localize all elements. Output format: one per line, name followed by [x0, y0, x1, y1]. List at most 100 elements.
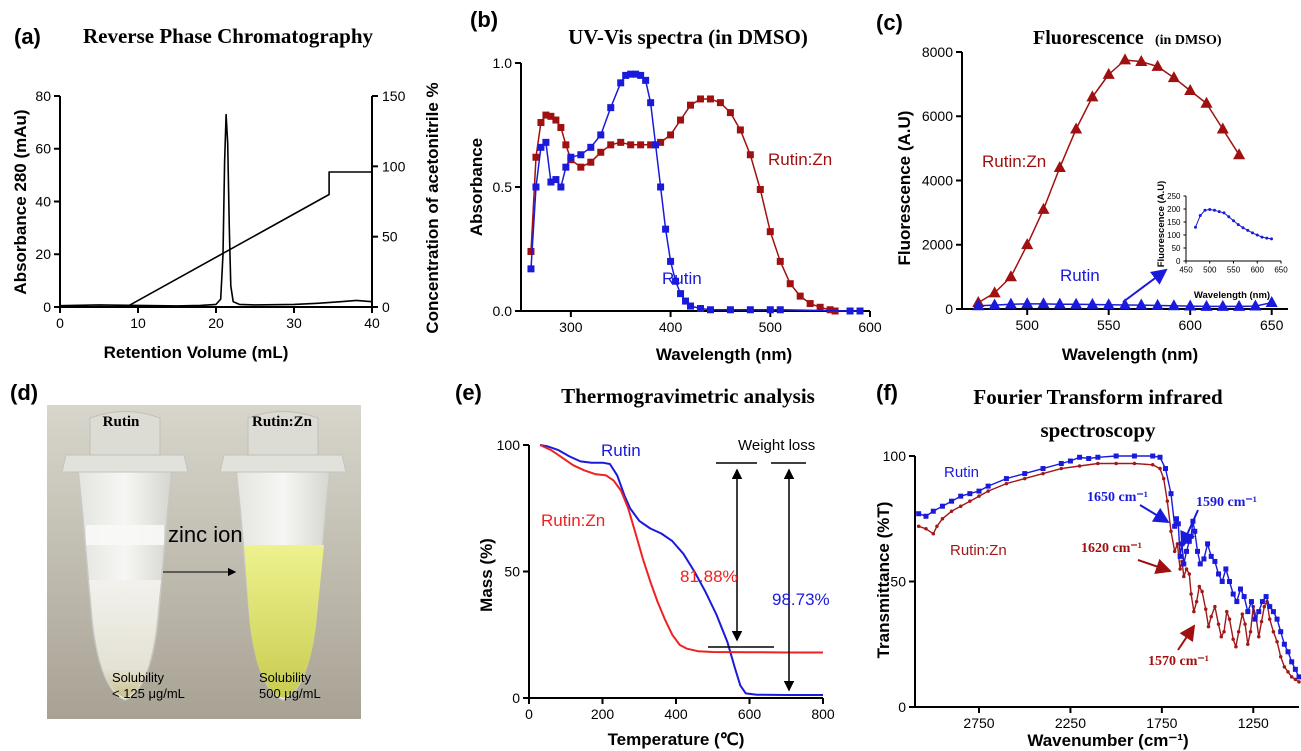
series-rutin-marker	[1197, 561, 1203, 567]
x-tick-label: 2750	[963, 715, 994, 731]
series-rutin-zn-line	[539, 444, 823, 654]
series-rutin-marker	[1233, 299, 1246, 311]
series-rutin-marker	[1200, 299, 1213, 311]
series-rutin-zn-marker	[1070, 122, 1083, 134]
series-rutin-marker	[1167, 299, 1180, 311]
series-rutin-zn-marker	[1178, 567, 1182, 571]
series-rutin-marker	[647, 99, 655, 107]
series-rutin-marker	[1004, 297, 1017, 309]
chart-e-ylabel: Mass (%)	[477, 538, 496, 612]
series-rutin-marker	[1208, 553, 1214, 559]
photo-sol-left-1: Solubility	[112, 670, 165, 685]
series-rutin-zn-marker	[1102, 67, 1115, 79]
series-rutin-marker	[967, 491, 973, 497]
inset-rutin-marker	[1208, 208, 1212, 212]
series-rutin-zn-marker	[1219, 634, 1224, 639]
series-rutin-marker	[1037, 297, 1050, 309]
y2-tick-label: 50	[382, 229, 398, 245]
series-rutin-zn-marker	[816, 303, 824, 311]
panel-letter-b: (b)	[470, 7, 498, 32]
series-rutin-marker	[1201, 556, 1207, 562]
series-rutin-zn-marker	[597, 148, 605, 156]
y-tick-label: 20	[35, 246, 51, 262]
series-rutin-zn-marker	[1286, 670, 1290, 674]
y2-tick-label: 0	[382, 299, 390, 315]
series-rutin-zn-marker	[1262, 604, 1267, 609]
series-rutin-zn-marker	[940, 517, 945, 521]
series-rutin-zn-marker	[532, 153, 540, 161]
chart-c-inset-xlabel: Wavelength (nm)	[1194, 290, 1270, 301]
x-tick-label: 800	[811, 706, 835, 722]
x-tick-label: 600	[858, 319, 882, 335]
series-rutin-zn-marker	[796, 292, 804, 300]
y-tick-label: 60	[35, 141, 51, 157]
series-rutin-marker	[662, 225, 670, 233]
y-tick-label: 2000	[922, 237, 953, 253]
x-tick-label: 550	[1227, 266, 1241, 275]
series-rutin-zn-marker	[677, 116, 685, 124]
panel-a: (a) Reverse Phase Chromatography 0 10 20 30…	[11, 24, 442, 362]
series-rutin-zn-marker	[1240, 612, 1245, 616]
series-rutin-zn-marker	[1257, 634, 1261, 639]
series-rutin-marker	[1131, 453, 1137, 459]
chart-e-xlabel: Temperature (℃)	[608, 730, 745, 749]
series-rutin-zn-marker	[1086, 90, 1099, 102]
series-rutin-marker	[1296, 674, 1301, 680]
series-rutin-zn-marker	[627, 141, 635, 149]
y-tick-label: 50	[890, 573, 906, 589]
series-rutin-marker	[552, 176, 560, 184]
photo-sol-left-2: < 125 μg/mL	[112, 686, 185, 701]
series-rutin-marker	[1058, 461, 1064, 467]
series-rutin-line	[539, 444, 823, 696]
series-rutin-marker	[1237, 586, 1243, 592]
x-tick-label: 400	[659, 319, 683, 335]
series-rutin-marker	[587, 143, 595, 151]
series-rutin-zn-marker	[1021, 238, 1034, 250]
series-rutin-marker	[547, 178, 555, 186]
series-rutin-marker	[976, 488, 982, 494]
series-rutin-zn-marker	[667, 131, 675, 139]
series-rutin-marker	[1230, 591, 1236, 597]
chart-f-arrow-1620	[1137, 558, 1172, 575]
series-rutin-zn-marker	[766, 228, 774, 236]
photo-label-rutin: Rutin	[103, 414, 140, 430]
series-rutin-marker	[642, 76, 650, 84]
series-rutin-marker	[1181, 561, 1187, 567]
series-rutin-zn-marker	[1158, 466, 1162, 471]
chart-f-title-line1: Fourier Transform infrared	[973, 385, 1223, 409]
photo-rutin-zn	[204, 405, 361, 719]
series-rutin-marker	[1184, 299, 1197, 311]
series-rutin-zn-marker	[716, 99, 724, 107]
series-rutin-marker	[1168, 491, 1174, 497]
series-rutin-marker	[1163, 466, 1169, 472]
series-rutin-zn-marker	[537, 119, 545, 127]
series-rutin-marker	[1177, 553, 1183, 559]
chart-e-weight-loss-title: Weight loss	[738, 437, 815, 454]
inset-rutin-marker	[1260, 235, 1264, 239]
series-rutin-marker	[607, 104, 615, 112]
series-rutin-zn-marker	[1213, 604, 1217, 609]
series-rutin-marker	[706, 306, 714, 314]
inset-rutin-marker	[1222, 211, 1226, 215]
series-rutin-zn-marker	[1236, 629, 1241, 634]
x-tick-label: 600	[1179, 317, 1203, 333]
inset-rutin-marker	[1265, 236, 1269, 240]
series-rutin-zn-marker	[1151, 59, 1164, 71]
chart-c-inset-ylabel: Fluorescence (A.U)	[1156, 181, 1167, 268]
y-tick-label: 100	[1167, 231, 1181, 240]
y-tick-label: 0	[898, 699, 906, 715]
chart-c-title-suffix: (in DMSO)	[1155, 33, 1222, 48]
series-rutin-marker	[1184, 548, 1190, 554]
series-rutin-marker	[687, 302, 695, 310]
series-rutin-marker	[746, 306, 754, 314]
series-rutin-zn-marker	[607, 141, 615, 149]
chart-b-title: UV-Vis spectra (in DMSO)	[568, 25, 808, 49]
series-rutin-marker	[988, 298, 1001, 310]
series-rutin-marker	[527, 265, 535, 273]
series-rutin-zn-marker	[968, 499, 972, 503]
y-tick-label: 0	[43, 299, 51, 315]
series-rutin-marker	[916, 511, 922, 517]
series-rutin-zn-marker	[557, 123, 565, 131]
series-rutin-zn-marker	[1234, 645, 1238, 649]
